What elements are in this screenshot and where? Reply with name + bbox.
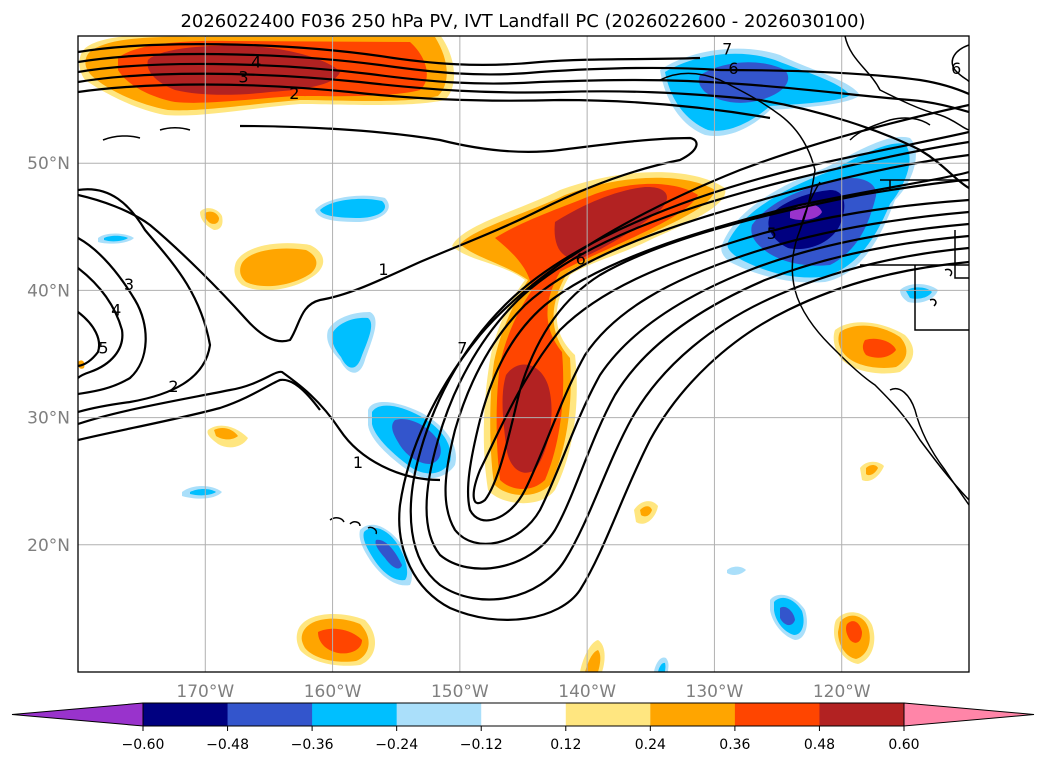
y-tick-label: 40°N [27, 281, 70, 301]
colorbar-segment [650, 703, 736, 726]
contour-label: 1 [378, 260, 388, 279]
contour-label: 6 [951, 59, 961, 78]
contour-label: 1 [353, 453, 363, 472]
colorbar-segment [396, 703, 482, 726]
x-tick-label: 150°W [431, 682, 489, 702]
anomaly-small-features [78, 195, 938, 672]
contour-label: 6 [728, 59, 738, 78]
contour-label: 2 [289, 84, 299, 103]
colorbar-segment [143, 703, 229, 726]
contour-label: 5 [767, 224, 777, 243]
colorbar-tick-label: 0.48 [804, 737, 835, 753]
gridlines [78, 36, 969, 672]
colorbar-tick-label: 0.36 [719, 737, 750, 753]
colorbar: −0.60 −0.48 −0.36 −0.24 −0.12 0.12 0.24 0.36 0.4… [11, 702, 1035, 753]
contour-label: 6 [576, 250, 586, 269]
x-tick-label: 160°W [304, 682, 362, 702]
y-tick-label: 20°N [27, 536, 70, 556]
contour-label: 4 [251, 52, 261, 71]
ivt-contours [78, 43, 969, 621]
colorbar-tick-label: −0.48 [206, 737, 249, 753]
colorbar-tick-label: −0.36 [291, 737, 334, 753]
colorbar-extend-max [903, 702, 1035, 727]
map-layers [78, 36, 969, 672]
anomaly-subtropical-ridge [502, 364, 552, 473]
y-axis-tick-labels: 20°N 30°N 40°N 50°N [27, 154, 70, 556]
colorbar-extend-min [11, 702, 144, 727]
contour-label: 5 [98, 339, 108, 358]
colorbar-tick-label: 0.12 [550, 737, 581, 753]
y-tick-label: 50°N [27, 154, 70, 174]
x-tick-label: 130°W [686, 682, 744, 702]
contour-label: 7 [722, 40, 732, 59]
x-tick-label: 120°W [813, 682, 871, 702]
colorbar-frame [142, 702, 905, 727]
colorbar-segment [734, 703, 820, 726]
colorbar-tick-label: −0.24 [375, 737, 418, 753]
colorbar-segment [227, 703, 313, 726]
colorbar-tick-label: 0.60 [888, 737, 919, 753]
colorbar-segment [312, 703, 398, 726]
colorbar-tick-label: −0.12 [460, 737, 503, 753]
coastlines [102, 36, 969, 535]
colorbar-segment [565, 703, 651, 726]
chart-title: 2026022400 F036 250 hPa PV, IVT Landfall… [180, 11, 865, 32]
contour-label: 4 [111, 300, 121, 319]
colorbar-tick-label: 0.24 [635, 737, 666, 753]
map-frame [77, 35, 970, 673]
colorbar-tick-label: −0.60 [122, 737, 165, 753]
x-axis-tick-labels: 170°W 160°W 150°W 140°W 130°W 120°W [176, 682, 870, 702]
contour-label: 3 [238, 68, 248, 87]
x-tick-label: 140°W [558, 682, 616, 702]
colorbar-segment [481, 703, 567, 726]
anomaly-socal-ridge [833, 322, 914, 374]
contour-label: 3 [124, 275, 134, 294]
contour-label: 2 [168, 377, 178, 396]
colorbar-segment [819, 703, 905, 726]
y-tick-label: 30°N [27, 409, 70, 429]
contour-label: 7 [457, 339, 467, 358]
x-tick-label: 170°W [176, 682, 234, 702]
